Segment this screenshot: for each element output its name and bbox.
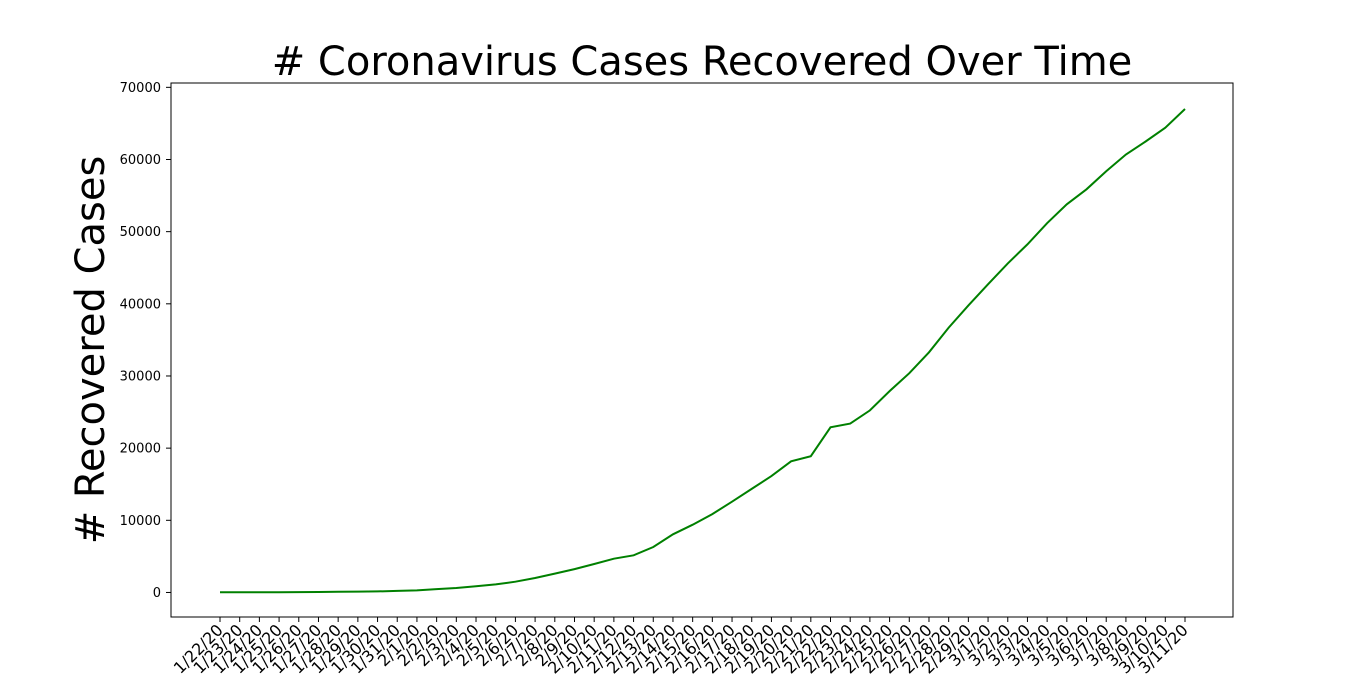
y-tick-label: 20000 [120,442,161,457]
y-axis-label: # Recovered Cases [68,156,114,545]
y-tick-label: 40000 [120,297,161,312]
series-group [219,108,1186,594]
y-tick-label: 70000 [120,81,161,96]
y-tick-label: 60000 [120,153,161,168]
recovered-cases-line [219,108,1186,594]
y-tick-label: 50000 [120,225,161,240]
y-tick-label: 30000 [120,369,161,384]
plot-area-frame [170,82,1234,618]
chart-title: # Coronavirus Cases Recovered Over Time [272,39,1133,85]
x-axis: 1/22/201/23/201/24/201/25/201/26/201/27/… [170,617,1192,677]
y-tick-label: 10000 [120,514,161,529]
y-tick-label: 0 [153,586,161,601]
y-axis: 0 10000 20000 30000 40000 50000 60000 70000 [120,81,171,601]
